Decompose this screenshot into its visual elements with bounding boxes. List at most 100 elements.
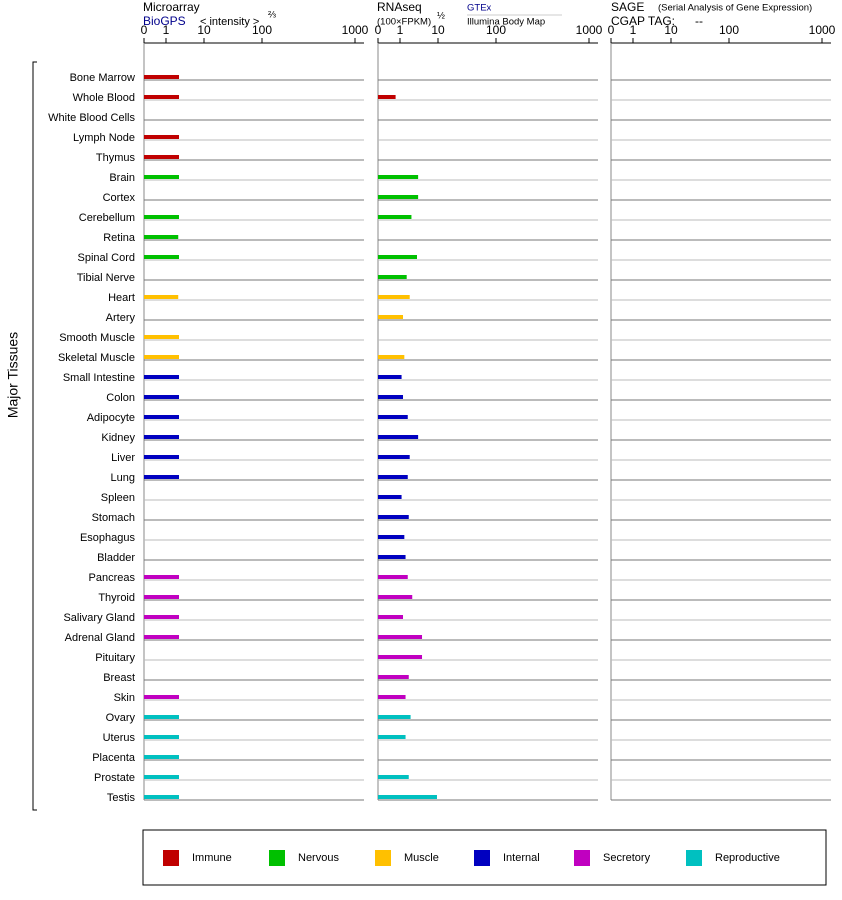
x-tick-label: 1000 [342, 23, 369, 37]
category-label: Testis [107, 792, 136, 804]
bar [378, 555, 406, 559]
category-label: Ovary [106, 712, 136, 724]
bar [144, 435, 180, 439]
bar [378, 695, 406, 699]
bar [144, 295, 179, 299]
legend-label: Muscle [404, 852, 439, 864]
bar [144, 235, 179, 239]
category-label: Bladder [97, 552, 135, 564]
bar [144, 415, 180, 419]
panel-subtitle: (Serial Analysis of Gene Expression) [658, 3, 812, 14]
bar [144, 355, 180, 359]
bar [144, 455, 180, 459]
bar [378, 615, 404, 619]
category-label: Prostate [94, 772, 135, 784]
x-tick-label: 0 [141, 23, 148, 37]
legend-swatch [574, 850, 590, 866]
category-label: Liver [111, 452, 135, 464]
bar [144, 755, 180, 759]
panel-unit: (100×FPKM) [377, 17, 431, 28]
bar [378, 375, 402, 379]
bar [378, 635, 423, 639]
category-label: Lymph Node [73, 132, 135, 144]
category-label: Skeletal Muscle [58, 352, 135, 364]
x-tick-label: 10 [664, 23, 678, 37]
bar [378, 475, 408, 479]
bar [144, 215, 180, 219]
x-tick-label: 1000 [576, 23, 603, 37]
category-label: Retina [103, 232, 136, 244]
x-tick-label: 100 [719, 23, 739, 37]
category-label: Colon [106, 392, 135, 404]
tag-label: CGAP TAG: [611, 14, 675, 28]
bar [144, 135, 180, 139]
bar [144, 255, 180, 259]
x-tick-label: 1 [397, 23, 404, 37]
category-label: Thyroid [98, 592, 135, 604]
category-label: Adrenal Gland [65, 632, 135, 644]
bar [378, 175, 419, 179]
legend-swatch [686, 850, 702, 866]
x-tick-label: 1 [163, 23, 170, 37]
category-label: Salivary Gland [63, 612, 135, 624]
bar [378, 535, 405, 539]
legend-swatch [375, 850, 391, 866]
panel-unit: < intensity > [200, 16, 259, 28]
bar [144, 795, 180, 799]
category-label: Breast [103, 672, 135, 684]
legend-label: Immune [192, 852, 232, 864]
bar [144, 735, 180, 739]
legend-label: Nervous [298, 852, 339, 864]
bar [378, 775, 409, 779]
bar [378, 595, 413, 599]
x-tick-label: 0 [375, 23, 382, 37]
category-label: Heart [108, 292, 135, 304]
x-tick-label: 1000 [809, 23, 836, 37]
bar [378, 295, 410, 299]
x-tick-label: 10 [197, 23, 211, 37]
category-label: Small Intestine [63, 372, 135, 384]
bar [144, 775, 180, 779]
bar [378, 435, 419, 439]
x-tick-label: 100 [252, 23, 272, 37]
bracket [32, 61, 37, 811]
panel-title: Microarray [143, 0, 200, 14]
bar [144, 695, 180, 699]
category-label: Cerebellum [79, 212, 135, 224]
panel-title: SAGE [611, 0, 644, 14]
category-label: Pancreas [89, 572, 136, 584]
x-tick-label: 0 [608, 23, 615, 37]
bar [378, 255, 417, 259]
legend-label: Secretory [603, 852, 651, 864]
legend-swatch [163, 850, 179, 866]
category-label: White Blood Cells [48, 112, 135, 124]
category-label: Lung [111, 472, 135, 484]
bar [378, 215, 412, 219]
category-label: Bone Marrow [70, 72, 135, 84]
bar [144, 575, 180, 579]
category-label: Adipocyte [87, 412, 135, 424]
bar [378, 415, 408, 419]
panel-source: Illumina Body Map [467, 17, 545, 28]
x-tick-label: 100 [486, 23, 506, 37]
bar [378, 195, 419, 199]
bar [144, 475, 180, 479]
category-label: Kidney [101, 432, 135, 444]
category-label: Artery [106, 312, 136, 324]
bar [378, 575, 408, 579]
tag: -- [695, 14, 703, 28]
bar [378, 355, 405, 359]
bar [144, 715, 180, 719]
bar [378, 655, 423, 659]
category-label: Placenta [92, 752, 136, 764]
bar [378, 495, 402, 499]
category-label: Thymus [96, 152, 136, 164]
panel-source: GTEx [467, 3, 492, 14]
bar [378, 95, 396, 99]
bar [144, 615, 180, 619]
category-label: Tibial Nerve [77, 272, 135, 284]
legend-swatch [474, 850, 490, 866]
legend-box [142, 829, 827, 886]
category-label: Brain [109, 172, 135, 184]
